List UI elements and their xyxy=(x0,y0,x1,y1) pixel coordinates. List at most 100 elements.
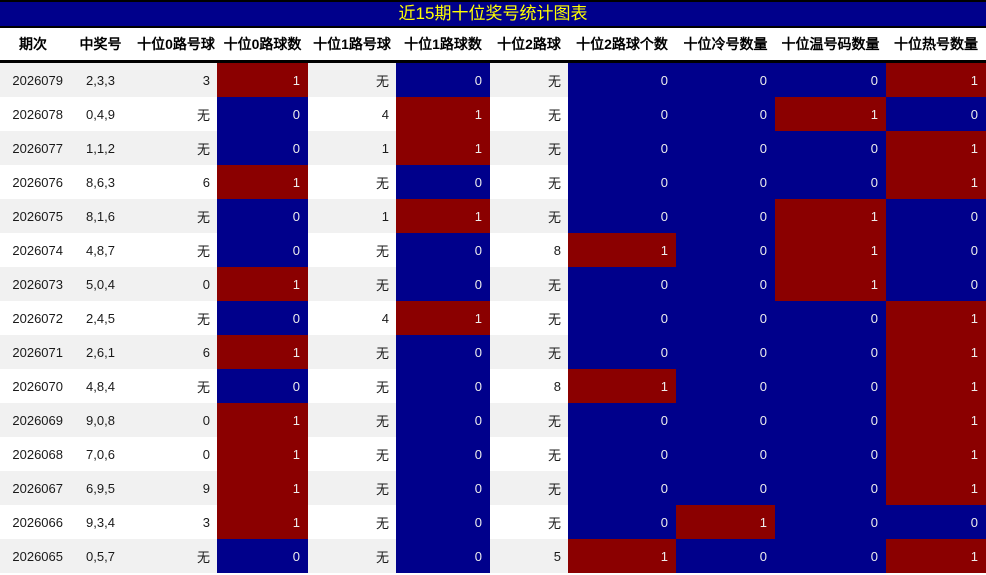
value-cell: 7,0,6 xyxy=(66,437,135,471)
value-cell: 2026079 xyxy=(0,61,66,97)
heat-cell: 0 xyxy=(775,61,886,97)
value-cell: 2026073 xyxy=(0,267,66,301)
value-cell: 2026071 xyxy=(0,335,66,369)
heat-cell: 1 xyxy=(775,267,886,301)
heat-cell: 1 xyxy=(568,369,676,403)
value-cell: 无 xyxy=(135,97,217,131)
heat-cell: 1 xyxy=(217,437,308,471)
heat-cell: 0 xyxy=(775,165,886,199)
heat-cell: 0 xyxy=(676,233,775,267)
value-cell: 无 xyxy=(490,199,568,233)
header-row: 期次 中奖号 十位0路号球 十位0路球数 十位1路号球 十位1路球数 十位2路球 十位2路球个… xyxy=(0,28,986,63)
heat-cell: 0 xyxy=(676,131,775,165)
table-row: 2026070 4,8,4 无 0 无 0 8 1 0 0 1 xyxy=(0,369,986,403)
value-cell: 无 xyxy=(490,301,568,335)
heat-cell: 1 xyxy=(775,97,886,131)
value-cell: 无 xyxy=(308,61,396,97)
column-header-8: 十位冷号数量 xyxy=(676,28,775,63)
table-row: 2026077 1,1,2 无 0 1 1 无 0 0 0 1 xyxy=(0,131,986,165)
value-cell: 无 xyxy=(308,505,396,539)
heat-cell: 1 xyxy=(396,199,490,233)
value-cell: 6 xyxy=(135,165,217,199)
heat-cell: 1 xyxy=(396,97,490,131)
table-body: 2026079 2,3,3 3 1 无 0 无 0 0 0 1 2026078 0,4,9 无 0 4 1 无 0 0… xyxy=(0,61,986,573)
value-cell: 8,1,6 xyxy=(66,199,135,233)
value-cell: 无 xyxy=(490,267,568,301)
heat-cell: 0 xyxy=(568,335,676,369)
value-cell: 2026070 xyxy=(0,369,66,403)
heat-cell: 0 xyxy=(775,301,886,335)
value-cell: 2026077 xyxy=(0,131,66,165)
heat-cell: 0 xyxy=(396,539,490,573)
value-cell: 2026069 xyxy=(0,403,66,437)
table-row: 2026072 2,4,5 无 0 4 1 无 0 0 0 1 xyxy=(0,301,986,335)
value-cell: 无 xyxy=(135,131,217,165)
value-cell: 2026072 xyxy=(0,301,66,335)
heat-cell: 0 xyxy=(217,199,308,233)
heat-cell: 1 xyxy=(568,539,676,573)
value-cell: 2026074 xyxy=(0,233,66,267)
table-row: 2026076 8,6,3 6 1 无 0 无 0 0 0 1 xyxy=(0,165,986,199)
stats-table: 期次 中奖号 十位0路号球 十位0路球数 十位1路号球 十位1路球数 十位2路球 十位2路球个… xyxy=(0,28,986,573)
heat-cell: 0 xyxy=(568,61,676,97)
table-row: 2026065 0,5,7 无 0 无 0 5 1 0 0 1 xyxy=(0,539,986,573)
value-cell: 无 xyxy=(135,233,217,267)
value-cell: 4,8,4 xyxy=(66,369,135,403)
value-cell: 4 xyxy=(308,301,396,335)
heat-cell: 1 xyxy=(886,131,986,165)
heat-cell: 0 xyxy=(886,97,986,131)
value-cell: 2026067 xyxy=(0,471,66,505)
value-cell: 9,0,8 xyxy=(66,403,135,437)
value-cell: 2026065 xyxy=(0,539,66,573)
column-header-2: 十位0路号球 xyxy=(135,28,217,63)
heat-cell: 0 xyxy=(568,165,676,199)
value-cell: 3 xyxy=(135,505,217,539)
heat-cell: 0 xyxy=(775,437,886,471)
value-cell: 4,8,7 xyxy=(66,233,135,267)
heat-cell: 0 xyxy=(676,403,775,437)
value-cell: 2026075 xyxy=(0,199,66,233)
value-cell: 无 xyxy=(308,233,396,267)
value-cell: 无 xyxy=(490,335,568,369)
heat-cell: 0 xyxy=(775,471,886,505)
heat-cell: 0 xyxy=(396,437,490,471)
heat-cell: 0 xyxy=(217,539,308,573)
heat-cell: 1 xyxy=(775,199,886,233)
heat-cell: 0 xyxy=(568,471,676,505)
chart-title: 近15期十位奖号统计图表 xyxy=(0,0,986,28)
value-cell: 无 xyxy=(135,301,217,335)
value-cell: 无 xyxy=(490,505,568,539)
column-header-9: 十位温号码数量 xyxy=(775,28,886,63)
heat-cell: 1 xyxy=(217,403,308,437)
value-cell: 无 xyxy=(308,369,396,403)
heat-cell: 0 xyxy=(396,335,490,369)
table-row: 2026075 8,1,6 无 0 1 1 无 0 0 1 0 xyxy=(0,199,986,233)
heat-cell: 1 xyxy=(886,165,986,199)
value-cell: 无 xyxy=(308,335,396,369)
heat-cell: 0 xyxy=(676,267,775,301)
heat-cell: 0 xyxy=(886,267,986,301)
heat-cell: 0 xyxy=(775,539,886,573)
heat-cell: 1 xyxy=(217,61,308,97)
table-row: 2026074 4,8,7 无 0 无 0 8 1 0 1 0 xyxy=(0,233,986,267)
value-cell: 无 xyxy=(490,165,568,199)
heat-cell: 1 xyxy=(775,233,886,267)
table-row: 2026078 0,4,9 无 0 4 1 无 0 0 1 0 xyxy=(0,97,986,131)
table-row: 2026066 9,3,4 3 1 无 0 无 0 1 0 0 xyxy=(0,505,986,539)
value-cell: 无 xyxy=(308,437,396,471)
heat-cell: 0 xyxy=(396,267,490,301)
value-cell: 2,3,3 xyxy=(66,61,135,97)
value-cell: 无 xyxy=(308,539,396,573)
value-cell: 8,6,3 xyxy=(66,165,135,199)
heat-cell: 0 xyxy=(676,199,775,233)
column-header-0: 期次 xyxy=(0,28,66,63)
value-cell: 0 xyxy=(135,267,217,301)
table-row: 2026069 9,0,8 0 1 无 0 无 0 0 0 1 xyxy=(0,403,986,437)
heat-cell: 0 xyxy=(775,335,886,369)
column-header-6: 十位2路球 xyxy=(490,28,568,63)
heat-cell: 1 xyxy=(886,403,986,437)
heat-cell: 1 xyxy=(217,471,308,505)
heat-cell: 1 xyxy=(886,61,986,97)
heat-cell: 0 xyxy=(568,97,676,131)
column-header-10: 十位热号数量 xyxy=(886,28,986,63)
